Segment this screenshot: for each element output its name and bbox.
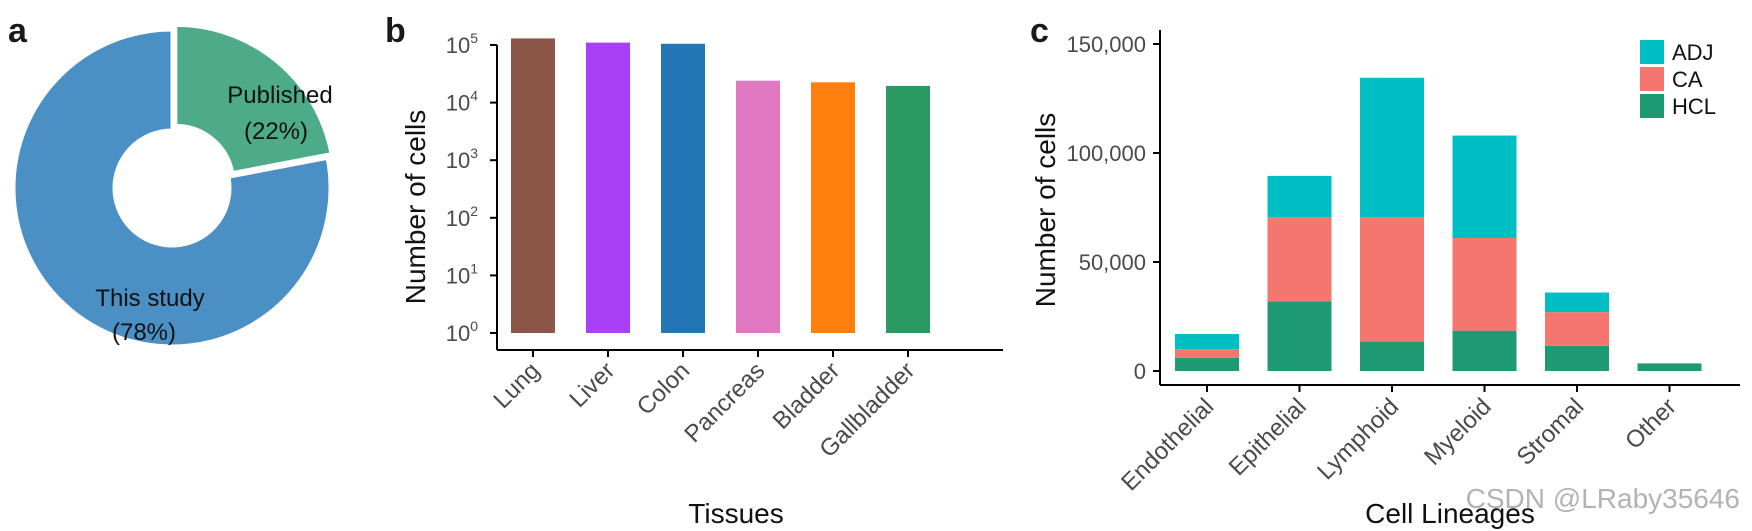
y-tick-label: 50,000 — [1079, 250, 1146, 275]
donut-slice-this-study — [12, 28, 332, 348]
bar-segment-other-hcl — [1637, 363, 1702, 371]
bar-segment-epithelial-hcl — [1267, 301, 1332, 371]
x-tick-label-lung: Lung — [488, 357, 545, 414]
bar-segment-myeloid-adj — [1452, 135, 1517, 239]
y-tick-label: 100,000 — [1066, 141, 1146, 166]
x-tick-label-colon: Colon — [632, 357, 695, 420]
bar-segment-epithelial-adj — [1267, 175, 1332, 218]
panel-letter-b: b — [385, 12, 406, 50]
legend-label-adj: ADJ — [1672, 40, 1714, 65]
y-axis-title-b: Number of cells — [400, 110, 431, 305]
y-tick-label: 0 — [1134, 359, 1146, 384]
y-tick-label: 100 — [446, 318, 478, 346]
slice-percent-this-study: (78%) — [112, 319, 176, 346]
panel-letter-c: c — [1030, 12, 1049, 50]
x-axis-title-c: Cell Lineages — [1365, 498, 1535, 529]
watermark-text: CSDN @LRaby35646 — [1466, 483, 1740, 514]
bar-segment-stromal-ca — [1545, 312, 1609, 346]
legend-label-ca: CA — [1672, 67, 1703, 92]
bar-pancreas — [736, 80, 780, 333]
x-tick-label-bladder: Bladder — [768, 357, 846, 435]
bar-liver — [586, 42, 630, 333]
bar-segment-endothelial-ca — [1175, 349, 1239, 358]
bar-lung — [511, 38, 555, 334]
y-tick-label: 150,000 — [1066, 32, 1146, 57]
x-tick-label-endothelial: Endothelial — [1116, 393, 1219, 496]
slice-percent-published: (22%) — [244, 118, 308, 145]
x-tick-label-stromal: Stromal — [1512, 393, 1590, 471]
x-tick-label-other: Other — [1620, 393, 1682, 455]
legend-swatch-ca — [1640, 67, 1664, 91]
donut-slice-published — [174, 23, 333, 175]
bar-segment-endothelial-adj — [1175, 333, 1239, 350]
x-axis-title-b: Tissues — [688, 498, 783, 529]
y-tick-label: 103 — [446, 145, 478, 173]
legend-label-hcl: HCL — [1672, 94, 1716, 119]
bar-segment-epithelial-ca — [1267, 217, 1332, 302]
bar-chart-b: 100 101 102 103 104 105 Lung Liver ColonPancrea… — [400, 30, 1003, 529]
y-tick-label: 102 — [446, 203, 478, 231]
bar-segment-lymphoid-ca — [1360, 217, 1424, 342]
bar-segment-stromal-hcl — [1545, 345, 1609, 371]
legend-swatch-hcl — [1640, 94, 1664, 118]
y-axis-title-c: Number of cells — [1030, 113, 1061, 308]
bar-segment-endothelial-hcl — [1175, 357, 1239, 371]
x-tick-label-liver: Liver — [564, 357, 620, 413]
bar-segment-myeloid-hcl — [1452, 330, 1517, 371]
y-tick-label: 101 — [446, 260, 478, 288]
bar-segment-stromal-adj — [1545, 292, 1609, 313]
bar-segment-lymphoid-adj — [1360, 77, 1424, 218]
y-tick-label: 104 — [446, 88, 478, 116]
bar-segment-myeloid-ca — [1452, 238, 1517, 331]
bar-segment-lymphoid-hcl — [1360, 341, 1424, 371]
panel-letter-a: a — [8, 12, 28, 50]
donut-chart-a: Published (22%) This study (78%) — [12, 23, 333, 348]
bar-bladder — [811, 82, 855, 333]
x-tick-label-epithelial: Epithelial — [1224, 393, 1312, 481]
legend-swatch-adj — [1640, 40, 1664, 64]
x-tick-label-pancreas: Pancreas — [679, 357, 770, 448]
slice-label-this-study: This study — [95, 285, 204, 312]
x-tick-label-myeloid: Myeloid — [1419, 393, 1497, 471]
bar-colon — [661, 43, 705, 334]
x-tick-label-lymphoid: Lymphoid — [1312, 393, 1404, 485]
bar-gallbladder — [886, 85, 930, 333]
y-tick-label: 105 — [446, 30, 478, 58]
stacked-bar-chart-c: 0 50,000 100,000 150,000 Endothelial Epithel… — [1030, 30, 1740, 529]
slice-label-published: Published — [227, 82, 332, 109]
